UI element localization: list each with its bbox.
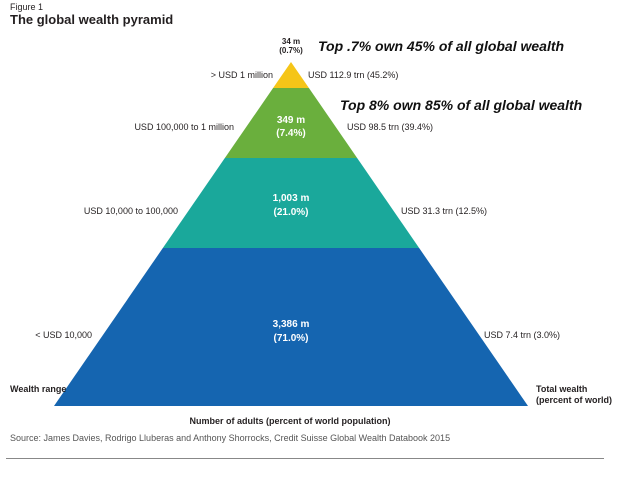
tier-0-range: > USD 1 million <box>210 70 273 80</box>
annotation-top-8: Top 8% own 85% of all global wealth <box>340 97 583 113</box>
figure-label: Figure 1 <box>10 2 44 12</box>
x-axis-label: Number of adults (percent of world popul… <box>189 416 391 426</box>
tier-0-wealth: USD 112.9 trn (45.2%) <box>308 70 399 80</box>
tier-1-share: (7.4%) <box>276 128 306 139</box>
tier-2-adults: 1,003 m <box>272 193 310 204</box>
tier-1-adults: 349 m <box>276 115 306 126</box>
tier-2-range: USD 10,000 to 100,000 <box>83 206 178 216</box>
source-note: Source: James Davies, Rodrigo Lluberas a… <box>10 433 451 443</box>
tier-0-share: (0.7%) <box>279 46 303 55</box>
chart-title: The global wealth pyramid <box>10 12 174 27</box>
left-axis-label: Wealth range <box>10 384 67 394</box>
tier-3-wealth: USD 7.4 trn (3.0%) <box>484 330 561 340</box>
divider <box>6 458 604 459</box>
tier-1-range: USD 100,000 to 1 million <box>134 122 234 132</box>
tier-1-wealth: USD 98.5 trn (39.4%) <box>347 122 434 132</box>
tier-3-share: (71.0%) <box>273 333 309 344</box>
tier-3-range: < USD 10,000 <box>35 330 92 340</box>
pyramid-tier-1 <box>224 88 358 158</box>
tier-0-adults: 34 m <box>281 37 301 46</box>
annotation-top-07: Top .7% own 45% of all global wealth <box>318 38 565 54</box>
tier-2-wealth: USD 31.3 trn (12.5%) <box>401 206 488 216</box>
pyramid-tier-2 <box>162 158 420 248</box>
tier-3-adults: 3,386 m <box>272 319 310 330</box>
pyramid-tier-0 <box>273 62 309 88</box>
pyramid-tier-3 <box>54 248 528 406</box>
right-axis-label: Total wealth (percent of world) <box>536 384 612 405</box>
tier-2-share: (21.0%) <box>273 207 309 218</box>
